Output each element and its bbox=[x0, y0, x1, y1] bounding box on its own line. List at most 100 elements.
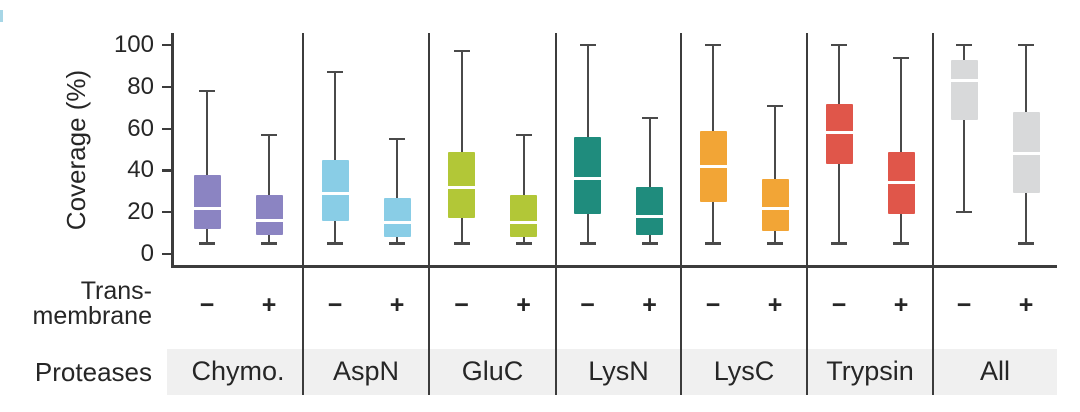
whisker-line bbox=[396, 139, 398, 244]
protease-label: AspN bbox=[332, 356, 400, 386]
whisker-cap-bottom bbox=[956, 211, 972, 214]
box-median-line bbox=[383, 221, 411, 225]
whisker-cap-top bbox=[641, 117, 658, 120]
whisker-cap-top bbox=[956, 44, 972, 47]
y-axis-tick-label: 60 bbox=[127, 114, 154, 142]
whisker-cap-bottom bbox=[641, 242, 658, 245]
box-median-line bbox=[950, 79, 978, 83]
y-axis-tick bbox=[162, 44, 173, 47]
box-median-line bbox=[255, 219, 283, 223]
protease-label: LysC bbox=[713, 356, 775, 386]
whisker-line bbox=[774, 105, 776, 244]
y-axis-tick-label: 0 bbox=[140, 240, 154, 267]
whisker-cap-top bbox=[199, 89, 215, 93]
transmembrane-row-label-line2: membrane bbox=[32, 302, 153, 330]
protease-label: GluC bbox=[461, 356, 524, 386]
transmembrane-sign: + bbox=[516, 291, 531, 319]
group-separator bbox=[680, 33, 682, 395]
box-iqr bbox=[950, 59, 978, 121]
y-axis-tick-label: 100 bbox=[113, 31, 154, 58]
transmembrane-sign: + bbox=[261, 291, 277, 319]
transmembrane-sign: − bbox=[705, 291, 721, 319]
whisker-cap-top bbox=[327, 71, 343, 74]
transmembrane-sign: − bbox=[580, 291, 595, 319]
transmembrane-row-label-line1: Trans- bbox=[80, 277, 152, 305]
whisker-cap-top bbox=[831, 44, 847, 47]
y-axis-tick bbox=[162, 85, 173, 88]
y-axis-tick bbox=[162, 211, 173, 214]
whisker-cap-top bbox=[1018, 44, 1034, 47]
whisker-line bbox=[963, 45, 965, 213]
proteases-strip bbox=[167, 349, 1057, 395]
transmembrane-sign: − bbox=[199, 291, 215, 319]
box-iqr bbox=[510, 195, 537, 238]
y-axis-tick-label: 80 bbox=[127, 72, 154, 100]
whisker-cap-top bbox=[767, 104, 783, 107]
group-separator bbox=[555, 33, 557, 395]
whisker-cap-bottom bbox=[515, 242, 532, 245]
whisker-cap-bottom bbox=[767, 242, 783, 245]
box-median-line bbox=[510, 221, 537, 225]
whisker-line bbox=[206, 90, 208, 244]
y-axis-tick bbox=[162, 127, 173, 130]
box-median-line bbox=[825, 131, 853, 135]
whisker-cap-bottom bbox=[199, 242, 215, 245]
box-iqr bbox=[448, 151, 475, 219]
box-iqr bbox=[761, 178, 789, 231]
whisker-line bbox=[522, 134, 525, 244]
whisker-cap-bottom bbox=[705, 242, 721, 245]
transmembrane-sign: − bbox=[956, 291, 972, 319]
protease-label: Trypsin bbox=[826, 356, 914, 386]
y-axis-line bbox=[171, 33, 174, 267]
y-axis-tick bbox=[162, 169, 173, 172]
transmembrane-sign: − bbox=[327, 291, 343, 319]
whisker-cap-bottom bbox=[261, 242, 277, 245]
whisker-line bbox=[900, 57, 902, 244]
box-median-line bbox=[761, 206, 789, 210]
whisker-line bbox=[460, 51, 463, 244]
box-median-line bbox=[193, 206, 221, 210]
whisker-cap-top bbox=[705, 44, 721, 47]
transmembrane-sign: + bbox=[642, 291, 657, 319]
transmembrane-sign: − bbox=[831, 291, 847, 319]
whisker-line bbox=[334, 72, 336, 244]
transmembrane-sign: + bbox=[389, 291, 405, 319]
whisker-cap-top bbox=[261, 133, 277, 137]
whisker-cap-bottom bbox=[389, 242, 405, 245]
box-iqr bbox=[193, 174, 221, 229]
group-separator bbox=[932, 33, 934, 395]
box-iqr bbox=[255, 195, 283, 236]
y-axis-tick bbox=[162, 253, 173, 256]
protease-label: All bbox=[979, 356, 1010, 386]
whisker-cap-bottom bbox=[831, 242, 847, 245]
whisker-line bbox=[648, 118, 651, 244]
box-iqr bbox=[636, 187, 663, 236]
whisker-cap-bottom bbox=[327, 242, 343, 245]
protease-label: Chymo. bbox=[191, 356, 285, 386]
box-median-line bbox=[574, 177, 601, 181]
y-axis-tick-label: 20 bbox=[127, 198, 154, 226]
protease-label: LysN bbox=[588, 356, 649, 386]
whisker-cap-bottom bbox=[579, 242, 596, 245]
whisker-line bbox=[268, 134, 270, 244]
whisker-cap-top bbox=[453, 50, 470, 53]
group-separator bbox=[806, 33, 808, 395]
cropped-edge-mark bbox=[0, 10, 3, 22]
proteases-row-label: Proteases bbox=[34, 357, 152, 387]
box-median-line bbox=[448, 185, 475, 189]
group-separator bbox=[428, 33, 430, 395]
box-median-line bbox=[887, 181, 915, 185]
transmembrane-row-label: Trans- membrane bbox=[0, 277, 153, 330]
whisker-cap-bottom bbox=[453, 242, 470, 245]
whisker-cap-top bbox=[579, 44, 596, 47]
transmembrane-sign: − bbox=[454, 291, 469, 319]
box-median-line bbox=[1012, 152, 1040, 156]
transmembrane-sign: + bbox=[1018, 291, 1034, 319]
box-median-line bbox=[636, 214, 663, 218]
whisker-cap-top bbox=[389, 138, 405, 141]
x-axis-line bbox=[171, 265, 1057, 268]
whisker-cap-top bbox=[893, 56, 909, 59]
whisker-cap-bottom bbox=[1018, 242, 1034, 245]
transmembrane-sign: + bbox=[893, 291, 909, 319]
